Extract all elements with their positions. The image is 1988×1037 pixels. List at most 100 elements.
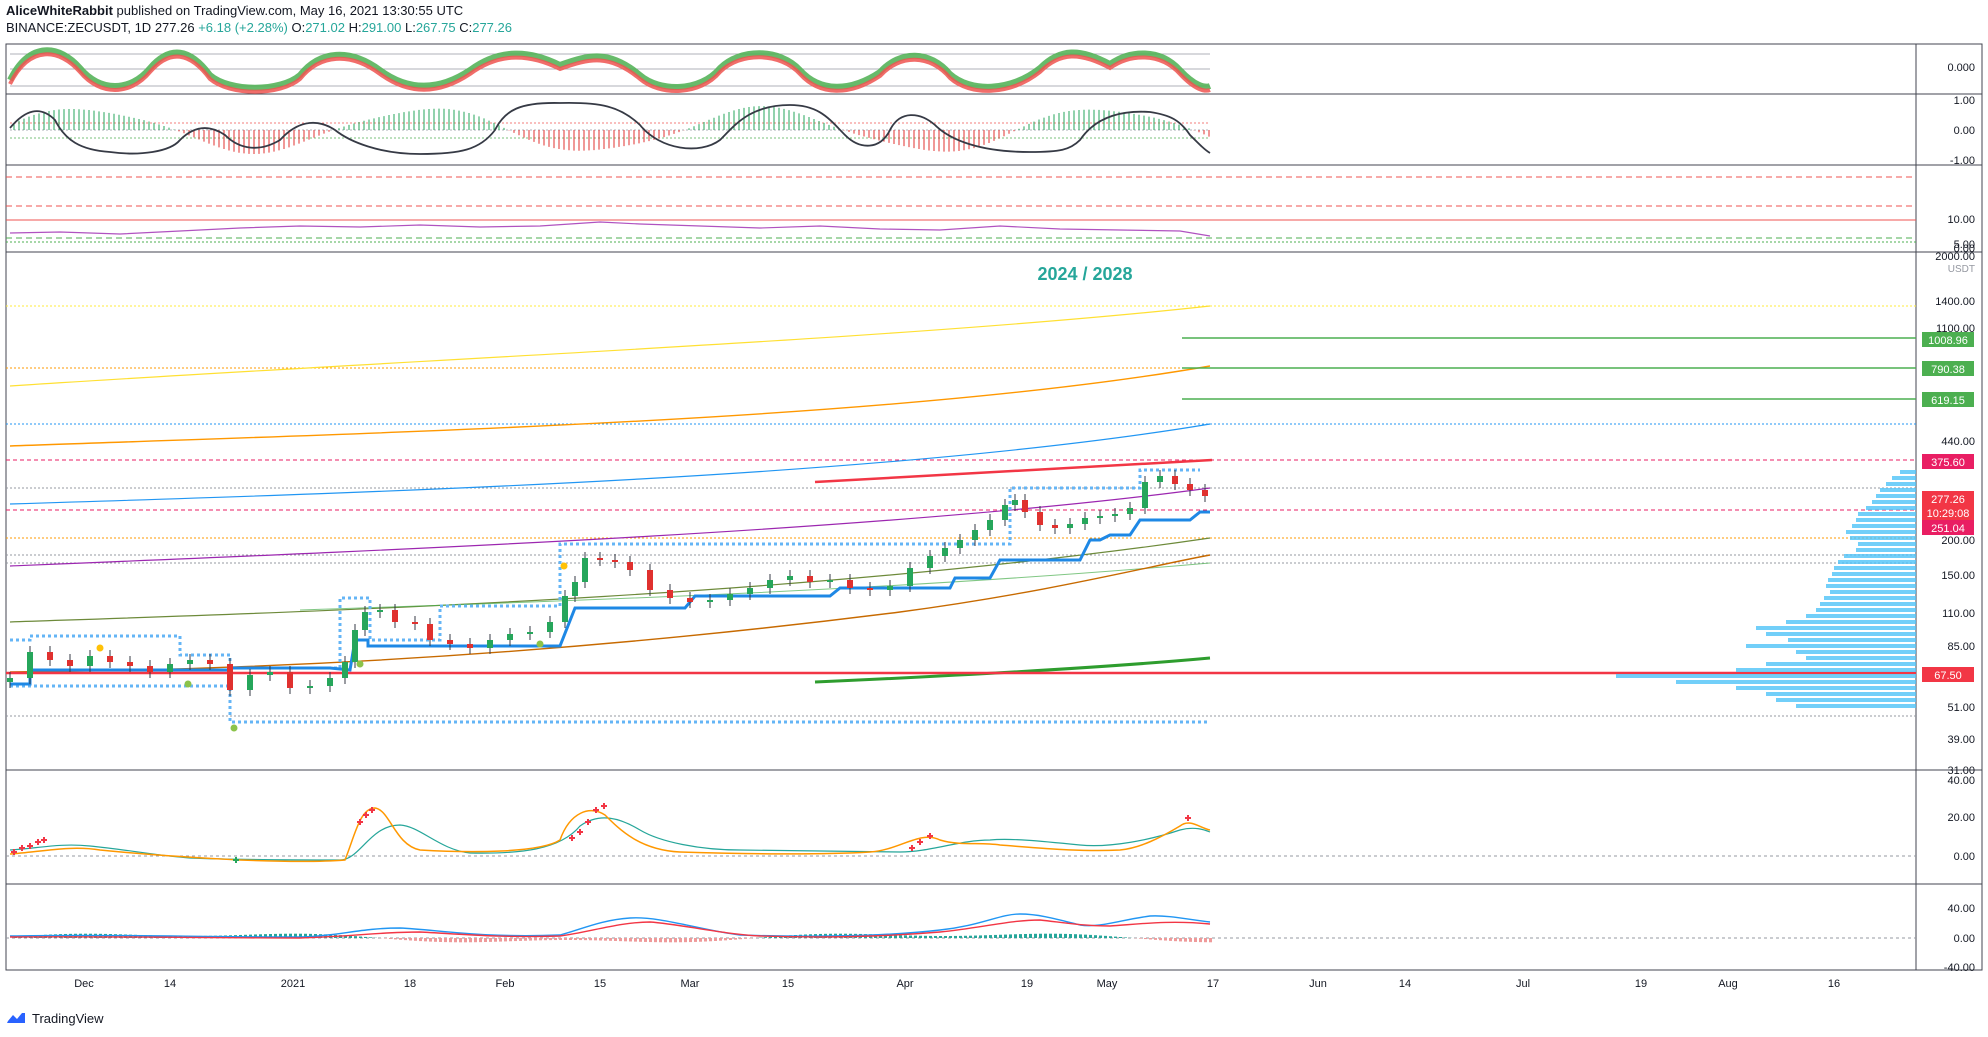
volume-profile-bar: [1856, 518, 1916, 522]
signal-cross: [585, 819, 591, 825]
candle: [7, 672, 13, 688]
macd-bar: [1144, 938, 1147, 940]
price-tag[interactable]: 277.26: [1922, 491, 1974, 506]
price-tag[interactable]: 1008.96: [1922, 332, 1974, 347]
signal-cross: [369, 807, 375, 813]
axis-tick-label: 0.000: [1947, 62, 1975, 74]
price-tag[interactable]: 67.50: [1922, 667, 1974, 682]
chart-annotation-title[interactable]: 2024 / 2028: [1037, 264, 1132, 284]
candle: [67, 654, 73, 672]
volume-profile-bar: [1806, 656, 1916, 660]
signal-dot: [536, 640, 544, 648]
pane-separators: [6, 93, 1982, 971]
volume-profile-bar: [1880, 488, 1916, 492]
macd-bar: [929, 935, 932, 938]
volume-profile-bar: [1766, 692, 1916, 696]
candle: [667, 584, 673, 604]
price-tag-label: 251.04: [1931, 523, 1965, 535]
macd-bar: [659, 938, 662, 943]
purple-trend-line: [9, 487, 1211, 567]
time-axis-label: 15: [594, 978, 606, 990]
macd-bar: [684, 938, 687, 943]
price-tag[interactable]: 251.04: [1922, 520, 1974, 535]
trailing-stop-line: [10, 510, 1210, 686]
signal-cross: [233, 857, 239, 863]
author-name[interactable]: AliceWhiteRabbit: [6, 3, 113, 18]
axis-tick-label: 0.00: [1954, 243, 1975, 255]
candle: [927, 550, 933, 574]
macd-bar: [534, 938, 537, 941]
candle: [942, 542, 948, 562]
signal-cross: [19, 845, 25, 851]
price-tag[interactable]: 619.15: [1922, 392, 1974, 407]
candle: [707, 594, 713, 608]
main-price-pane[interactable]: 2024 / 2028: [6, 264, 1916, 732]
volume-profile-bar: [1816, 608, 1916, 612]
time-axis-label: 16: [1828, 978, 1840, 990]
volume-profile-bar: [1824, 596, 1916, 600]
macd-bar: [509, 938, 512, 942]
macd-bar: [524, 938, 527, 941]
macd-bar: [594, 938, 597, 941]
macd-bar: [454, 938, 457, 943]
volume-profile-bar: [1766, 662, 1916, 666]
macd-bar: [1154, 938, 1157, 940]
macd-bar: [394, 938, 397, 940]
macd-bar: [974, 935, 977, 938]
axis-tick-label: -40.00: [1944, 962, 1975, 974]
macd-bar: [1069, 934, 1072, 938]
footer: TradingView: [6, 1006, 104, 1030]
macd-pane[interactable]: [6, 913, 1916, 943]
footer-brand[interactable]: TradingView: [32, 1010, 104, 1026]
signal-cross: [577, 829, 583, 835]
price-tag[interactable]: 10:29:08: [1922, 505, 1974, 520]
axis-tick-label: 0.00: [1954, 125, 1975, 137]
candle: [572, 576, 578, 602]
volume-profile-bar: [1832, 572, 1916, 576]
price-tag-label: 67.50: [1934, 670, 1962, 682]
macd-bar: [274, 933, 277, 938]
macd-bar: [1004, 934, 1007, 938]
volume-profile-bar: [1766, 632, 1916, 636]
price-axis-ticks: 0.0001.000.00-1.0010.005.000.0040.0020.0…: [1935, 62, 1975, 974]
chart-header: AliceWhiteRabbit published on TradingVie…: [6, 2, 512, 38]
candle: [352, 624, 358, 668]
oscillator-2-line: [9, 101, 1211, 155]
macd-bar: [949, 935, 952, 938]
currency-label: USDT: [1948, 264, 1975, 275]
macd-bar: [634, 938, 637, 942]
axis-tick-label: 85.00: [1947, 641, 1975, 653]
macd-bar: [369, 937, 372, 938]
oscillator-top-pane[interactable]: [7, 47, 1212, 94]
oscillator-red-band: [8, 52, 1211, 94]
oscillator-3-pane[interactable]: [6, 176, 1916, 243]
macd-bar: [464, 938, 467, 943]
tradingview-logo-icon[interactable]: [6, 1010, 26, 1026]
macd-bar: [704, 938, 707, 942]
candle: [187, 654, 193, 670]
macd-bar: [439, 938, 442, 942]
price-tag[interactable]: 375.60: [1922, 454, 1974, 469]
price-tag[interactable]: 790.38: [1922, 361, 1974, 376]
macd-bar: [1064, 933, 1067, 938]
candle: [747, 582, 753, 600]
volume-profile: [1616, 470, 1916, 708]
resistance-trend-line[interactable]: [814, 458, 1213, 484]
time-axis-label: 2021: [281, 978, 305, 990]
price-tag-label: 10:29:08: [1927, 508, 1970, 520]
adx-pane[interactable]: [6, 803, 1916, 863]
signal-dot: [356, 660, 364, 668]
macd-bar: [364, 936, 367, 938]
axis-tick-label: 20.00: [1947, 812, 1975, 824]
axis-tick-label: 200.00: [1941, 535, 1975, 547]
symbol-label[interactable]: BINANCE:ZECUSDT, 1D: [6, 20, 152, 35]
oscillator-2-pane[interactable]: [9, 101, 1211, 155]
volume-profile-bar: [1876, 494, 1916, 498]
time-axis-label: Apr: [896, 978, 913, 990]
macd-bar: [474, 938, 477, 943]
candle: [227, 658, 233, 696]
time-axis-label: May: [1097, 978, 1118, 990]
candle: [1022, 494, 1028, 518]
published-info: published on TradingView.com, May 16, 20…: [116, 3, 464, 18]
